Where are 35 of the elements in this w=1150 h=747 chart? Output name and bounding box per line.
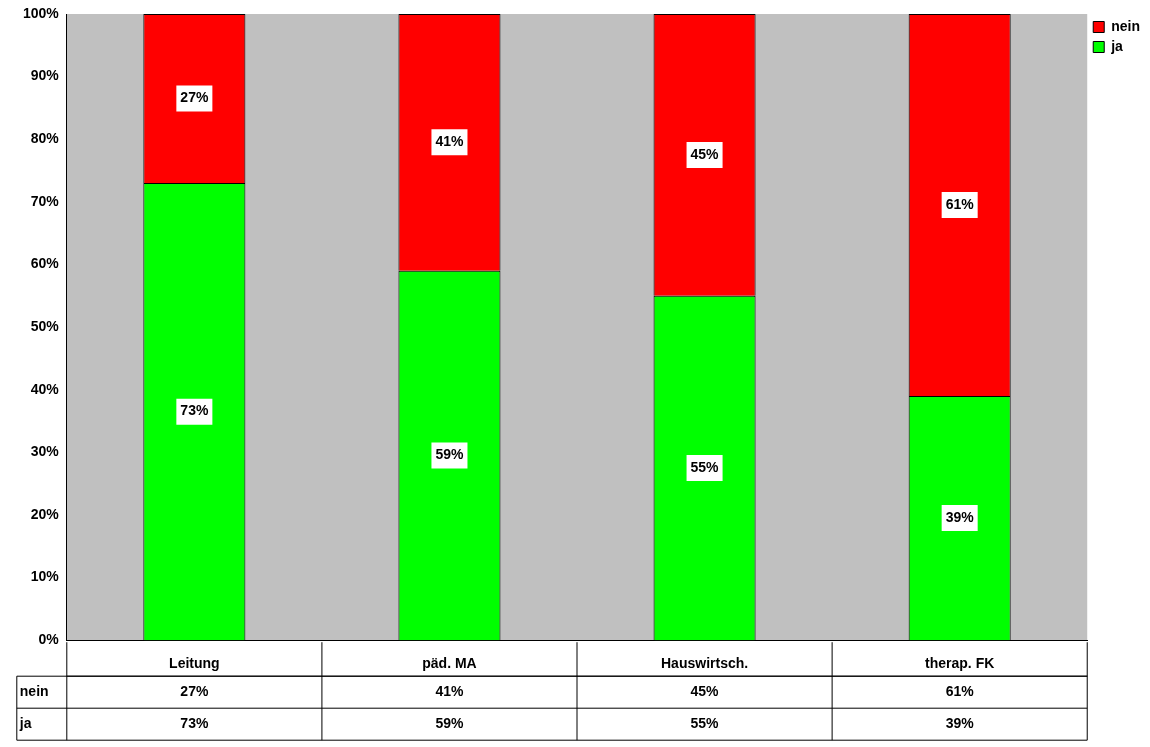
- y-tick-label: 80%: [30, 130, 60, 147]
- y-tick-label: 50%: [30, 317, 60, 334]
- data-label: 59%: [435, 715, 465, 732]
- x-tick-label: päd. MA: [422, 655, 477, 672]
- y-tick-label: 60%: [30, 255, 60, 272]
- data-label: 41%: [435, 683, 465, 700]
- data-label: 45%: [690, 683, 720, 700]
- data-label: 73%: [180, 715, 209, 732]
- text: 59%: [435, 446, 464, 463]
- x-tick-label: therap. FK: [925, 655, 995, 672]
- data-label: 55%: [690, 715, 720, 732]
- y-tick-label: 20%: [30, 505, 60, 522]
- legend-label: nein: [1111, 17, 1140, 34]
- y-tick-label: 10%: [30, 568, 60, 585]
- text: 41%: [435, 133, 464, 150]
- data-label: 27%: [180, 683, 209, 700]
- text: 45%: [690, 145, 719, 162]
- text: 27%: [180, 89, 209, 106]
- y-tick-label: 70%: [30, 192, 60, 209]
- y-tick-label: 100%: [22, 4, 60, 21]
- legend-label: ja: [1110, 37, 1124, 54]
- y-tick-label: 90%: [30, 67, 60, 84]
- text: 39%: [945, 508, 974, 525]
- text: ja: [19, 715, 32, 732]
- text: 55%: [690, 458, 719, 475]
- y-tick-label: 30%: [30, 443, 60, 460]
- data-label: 39%: [945, 715, 975, 732]
- data-label: 61%: [945, 683, 975, 700]
- text: 61%: [945, 195, 974, 212]
- x-tick-label: Leitung: [169, 655, 220, 672]
- text: nein: [19, 683, 49, 700]
- y-tick-label: 40%: [30, 380, 60, 397]
- y-tick-label: 0%: [38, 631, 60, 648]
- x-tick-label: Hauswirtsch.: [661, 655, 749, 672]
- text: 73%: [180, 402, 209, 419]
